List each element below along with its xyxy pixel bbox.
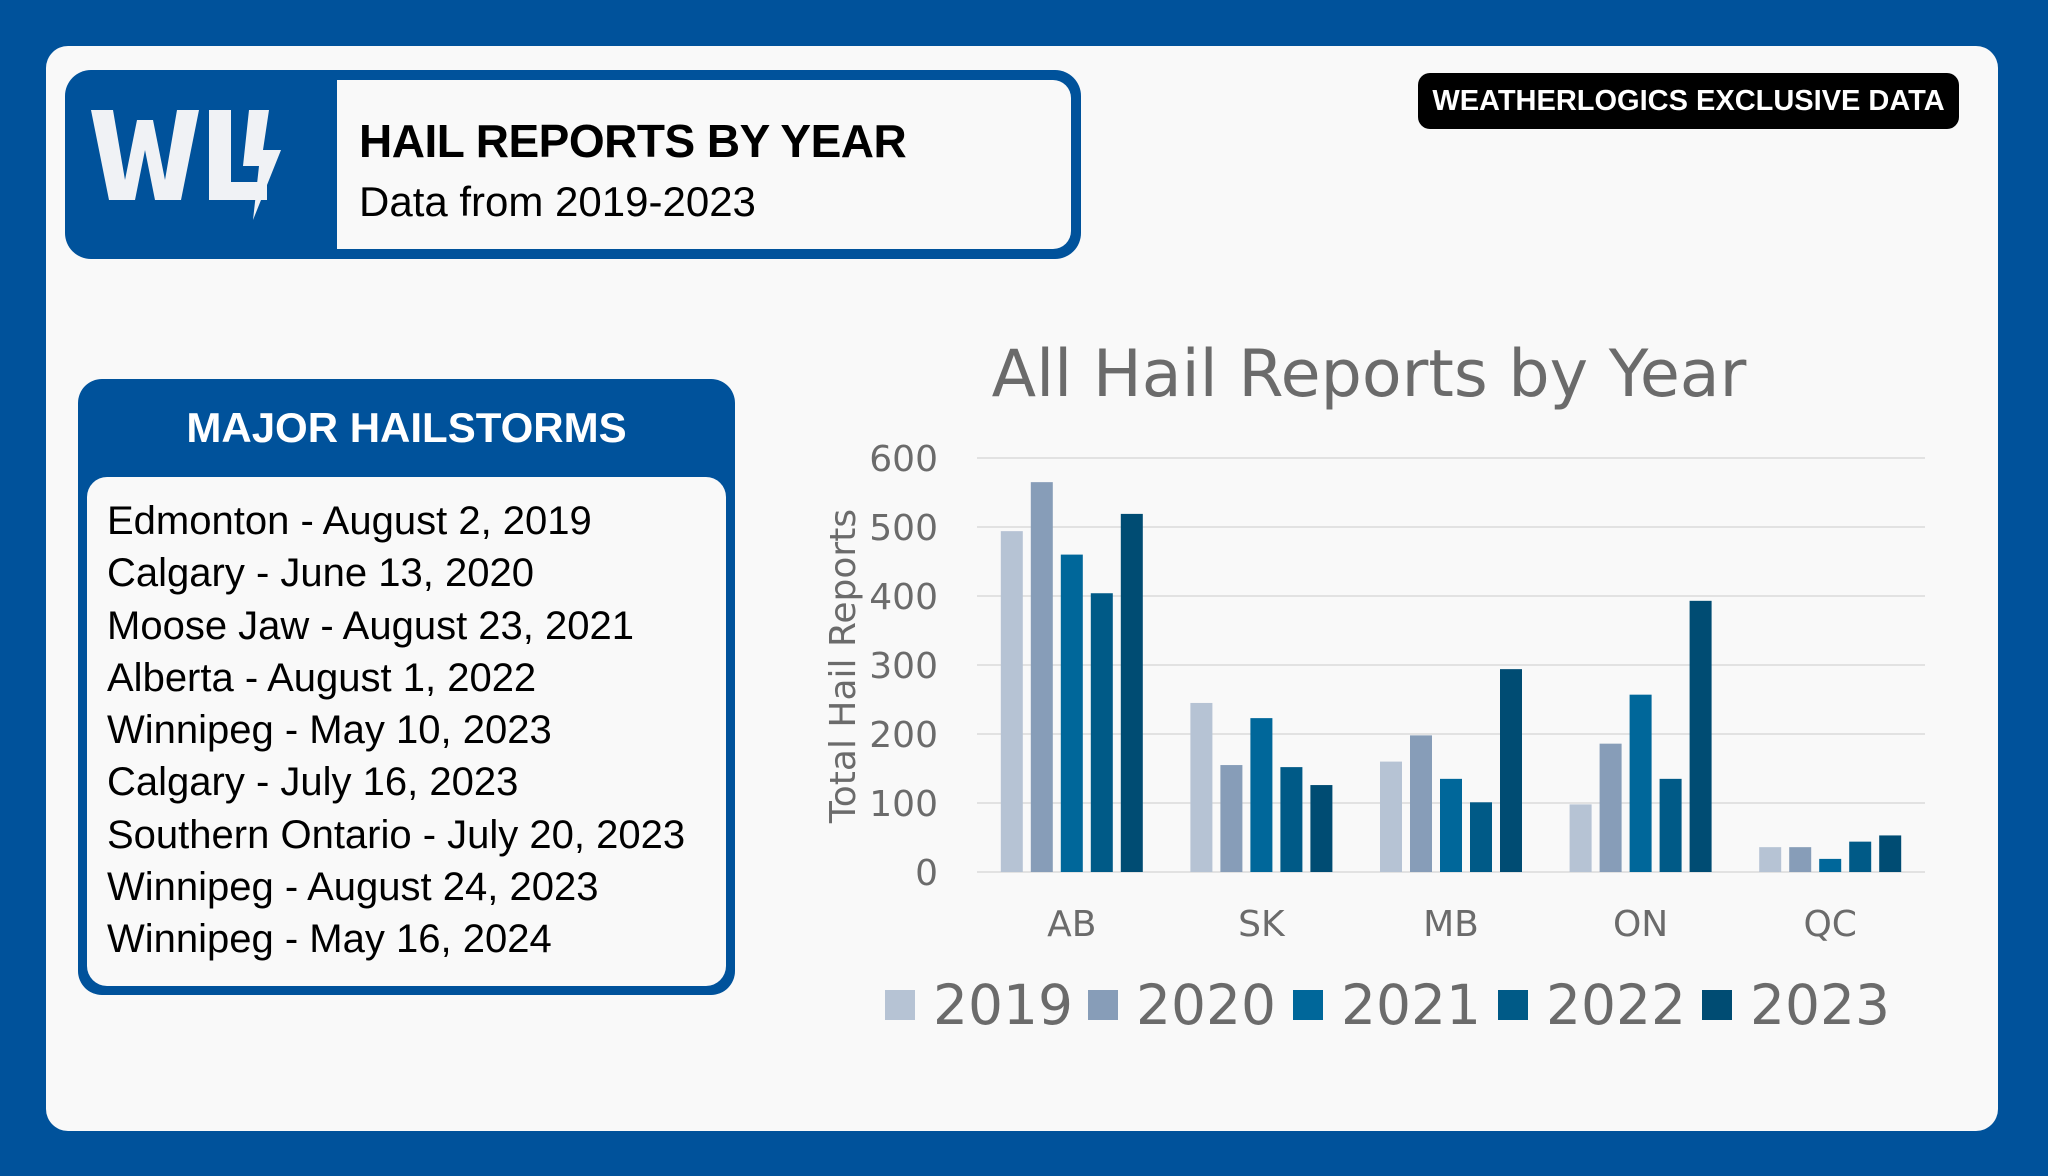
y-tick-label: 100 [869,784,938,825]
bar-QC-2022 [1849,841,1872,872]
hailstorm-item: Edmonton - August 2, 2019 [107,499,592,543]
legend-swatch-2023 [1702,990,1732,1020]
bar-SK-2019 [1190,702,1213,872]
page-title: HAIL REPORTS BY YEAR [359,115,907,167]
bar-MB-2020 [1410,735,1432,872]
legend-swatch-2022 [1498,990,1528,1020]
exclusive-data-badge: WEATHERLOGICS EXCLUSIVE DATA [1418,73,1959,129]
hailstorm-item: Winnipeg - August 24, 2023 [107,865,599,910]
header-text-area: HAIL REPORTS BY YEAR Data from 2019-2023 [337,80,1071,249]
x-tick-label: SK [1238,904,1286,945]
y-tick-label: 600 [869,439,938,480]
bar-MB-2023 [1500,669,1522,872]
x-tick-label: ON [1613,904,1668,945]
bar-ON-2023 [1689,600,1712,872]
bar-AB-2023 [1120,513,1143,872]
hailstorm-item: Moose Jaw - August 23, 2021 [107,603,634,648]
bar-AB-2021 [1060,554,1083,872]
y-tick-label: 400 [869,577,938,618]
major-hailstorms-title: MAJOR HAILSTORMS [186,404,627,451]
bar-SK-2021 [1250,718,1273,872]
major-hailstorms-box: MAJOR HAILSTORMS Edmonton - August 2, 20… [78,379,735,995]
y-tick-label: 200 [869,715,938,756]
y-tick-label: 300 [869,646,938,687]
legend-label: 2022 [1546,973,1686,1037]
legend-label: 2019 [933,973,1073,1037]
bar-SK-2023 [1310,785,1333,872]
y-tick-label: 0 [915,853,938,894]
bar-AB-2022 [1090,593,1113,872]
bar-QC-2021 [1819,858,1842,872]
hailstorm-item: Calgary - June 13, 2020 [107,551,534,596]
bar-ON-2020 [1599,743,1622,872]
bar-MB-2019 [1380,761,1402,872]
weatherlogics-logo [91,110,281,220]
legend-label: 2021 [1341,973,1481,1037]
legend-swatch-2020 [1088,990,1118,1020]
bar-ON-2022 [1659,778,1682,872]
header-box: HAIL REPORTS BY YEAR Data from 2019-2023 [65,70,1081,259]
legend-label: 2023 [1750,973,1890,1037]
bar-MB-2021 [1440,778,1462,872]
y-tick-label: 500 [869,508,938,549]
chart-title: All Hail Reports by Year [992,337,1747,412]
x-tick-label: MB [1423,904,1479,945]
y-axis-label: Total Hail Reports [823,509,864,824]
bar-AB-2020 [1030,482,1053,872]
bar-ON-2019 [1569,804,1592,872]
hailstorm-item: Calgary - July 16, 2023 [107,760,519,805]
bar-SK-2022 [1280,767,1303,872]
bar-QC-2023 [1879,835,1902,872]
bar-AB-2019 [1000,531,1023,872]
bar-QC-2019 [1759,847,1782,872]
legend-swatch-2019 [885,990,915,1020]
legend-label: 2020 [1136,973,1276,1037]
hailstorm-item: Winnipeg - May 10, 2023 [107,708,552,753]
bar-MB-2022 [1470,802,1492,872]
hailstorm-list: Edmonton - August 2, 2019 Calgary - June … [87,477,726,986]
x-tick-label: QC [1803,904,1856,945]
hailstorm-item: Southern Ontario - July 20, 2023 [107,812,686,857]
legend-swatch-2021 [1293,990,1323,1020]
bar-QC-2020 [1789,847,1812,872]
bar-SK-2020 [1220,765,1243,872]
bar-ON-2021 [1629,694,1652,872]
hailstorm-item: Alberta - August 1, 2022 [107,655,537,700]
hailstorm-item: Winnipeg - May 16, 2024 [107,917,552,962]
x-tick-label: AB [1047,904,1096,945]
page-subtitle: Data from 2019-2023 [359,178,756,225]
